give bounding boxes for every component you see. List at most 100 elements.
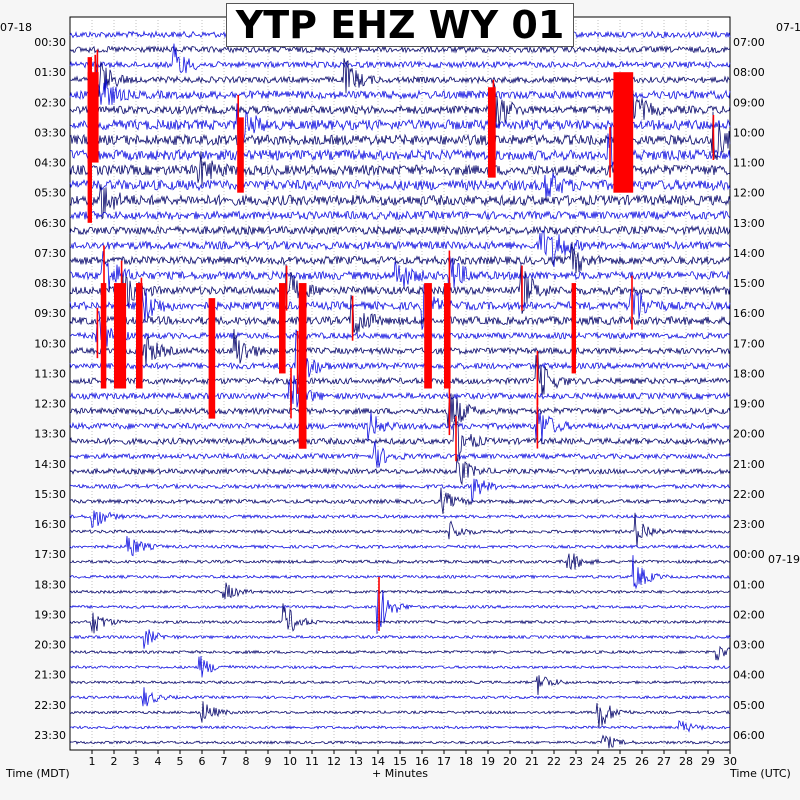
- clipped-block: [237, 117, 244, 193]
- trace-row: [69, 43, 731, 74]
- left-hour-label: 13:30: [34, 428, 66, 441]
- trace-row: [69, 294, 731, 335]
- x-tick-label: 30: [723, 755, 737, 768]
- trace-row: [69, 405, 731, 442]
- right-hour-label: 21:00: [733, 458, 765, 471]
- right-hour-label: 18:00: [733, 367, 765, 380]
- x-tick-label: 8: [243, 755, 250, 768]
- left-hour-label: 21:30: [34, 669, 66, 682]
- trace-row: [69, 675, 731, 696]
- x-tick-label: 15: [393, 755, 407, 768]
- right-hour-label: 13:00: [733, 217, 765, 230]
- x-tick-label: 25: [613, 755, 627, 768]
- left-hour-label: 10:30: [34, 337, 66, 350]
- trace-row: [69, 329, 731, 367]
- trace-row: [69, 512, 731, 548]
- trace-row: [69, 184, 731, 220]
- x-tick-label: 13: [349, 755, 363, 768]
- x-axis-label-right: Time (UTC): [730, 767, 791, 780]
- clipped-block: [444, 283, 451, 389]
- chart-title: YTP EHZ WY 01: [226, 3, 574, 47]
- left-hour-label: 06:30: [34, 217, 66, 230]
- clipped-block: [87, 72, 99, 163]
- right-hour-label: 15:00: [733, 277, 765, 290]
- trace-row: [69, 478, 731, 503]
- trace-row: [69, 311, 731, 347]
- x-tick-label: 28: [679, 755, 693, 768]
- clipped-block: [424, 283, 432, 389]
- left-hour-label: 15:30: [34, 488, 66, 501]
- right-hour-label: 14:00: [733, 247, 765, 260]
- x-tick-label: 19: [481, 755, 495, 768]
- clipped-block: [114, 283, 127, 389]
- left-hour-label: 00:30: [34, 36, 66, 49]
- x-tick-label: 10: [283, 755, 297, 768]
- trace-row: [69, 555, 731, 590]
- x-axis-label-left: Time (MDT): [6, 767, 70, 780]
- right-hour-label: 10:00: [733, 126, 765, 139]
- trace-row: [69, 629, 731, 649]
- left-hour-label: 08:30: [34, 277, 66, 290]
- right-date-label: 07-1: [776, 21, 800, 34]
- trace-row: [69, 329, 731, 387]
- clipped-block: [87, 57, 92, 223]
- clipped-block: [100, 283, 107, 389]
- left-hour-label: 19:30: [34, 608, 66, 621]
- x-tick-label: 22: [547, 755, 561, 768]
- left-hour-label: 18:30: [34, 578, 66, 591]
- x-tick-label: 27: [657, 755, 671, 768]
- trace-row: [69, 603, 731, 634]
- trace-row: [69, 440, 731, 468]
- left-hour-label: 11:30: [34, 367, 66, 380]
- right-hour-label: 07:00: [733, 36, 765, 49]
- left-hour-label: 02:30: [34, 96, 66, 109]
- right-hour-label: 17:00: [733, 337, 765, 350]
- clipped-block: [208, 298, 216, 419]
- clipped-block: [136, 283, 143, 389]
- x-tick-label: 29: [701, 755, 715, 768]
- left-hour-label: 16:30: [34, 518, 66, 531]
- trace-row: [69, 487, 731, 514]
- trace-row: [69, 283, 731, 337]
- x-tick-label: 2: [111, 755, 118, 768]
- left-hour-label: 17:30: [34, 548, 66, 561]
- x-tick-label: 7: [221, 755, 228, 768]
- trace-row: [69, 251, 731, 301]
- clipped-block: [279, 283, 286, 374]
- trace-row: [69, 553, 731, 571]
- left-hour-label: 05:30: [34, 187, 66, 200]
- right-hour-label: 11:00: [733, 157, 765, 170]
- trace-row: [69, 224, 731, 236]
- trace-row: [69, 734, 731, 749]
- left-date-label: 07-18: [0, 21, 32, 34]
- left-hour-label: 07:30: [34, 247, 66, 260]
- x-tick-label: 20: [503, 755, 517, 768]
- left-hour-label: 23:30: [34, 729, 66, 742]
- right-hour-label: 23:00: [733, 518, 765, 531]
- right-hour-label: 12:00: [733, 187, 765, 200]
- trace-row: [69, 510, 731, 529]
- clipped-block: [488, 87, 496, 178]
- right-hour-label: 01:00: [733, 578, 765, 591]
- left-hour-label: 03:30: [34, 126, 66, 139]
- x-tick-label: 11: [305, 755, 319, 768]
- x-tick-label: 26: [635, 755, 649, 768]
- x-tick-label: 16: [415, 755, 429, 768]
- right-hour-label: 04:00: [733, 669, 765, 682]
- x-tick-label: 17: [437, 755, 451, 768]
- clipped-block: [571, 283, 576, 374]
- trace-row: [69, 582, 731, 600]
- x-tick-label: 18: [459, 755, 473, 768]
- right-hour-label: 00:00: [733, 548, 765, 561]
- right-hour-label: 20:00: [733, 428, 765, 441]
- right-hour-label: 16:00: [733, 307, 765, 320]
- next-day-label: 07-19: [768, 553, 800, 566]
- x-tick-label: 21: [525, 755, 539, 768]
- x-tick-label: 1: [89, 755, 96, 768]
- x-tick-label: 23: [569, 755, 583, 768]
- trace-row: [69, 229, 731, 267]
- x-tick-label: 5: [177, 755, 184, 768]
- left-hour-label: 20:30: [34, 639, 66, 652]
- left-hour-label: 22:30: [34, 699, 66, 712]
- x-tick-label: 12: [327, 755, 341, 768]
